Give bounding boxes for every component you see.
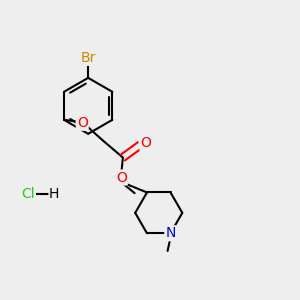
Text: O: O <box>116 170 127 184</box>
Text: Cl: Cl <box>21 187 34 201</box>
Text: O: O <box>140 136 151 150</box>
Text: O: O <box>77 116 88 130</box>
Text: H: H <box>49 187 59 201</box>
Text: N: N <box>165 226 176 240</box>
Text: Br: Br <box>80 51 96 65</box>
